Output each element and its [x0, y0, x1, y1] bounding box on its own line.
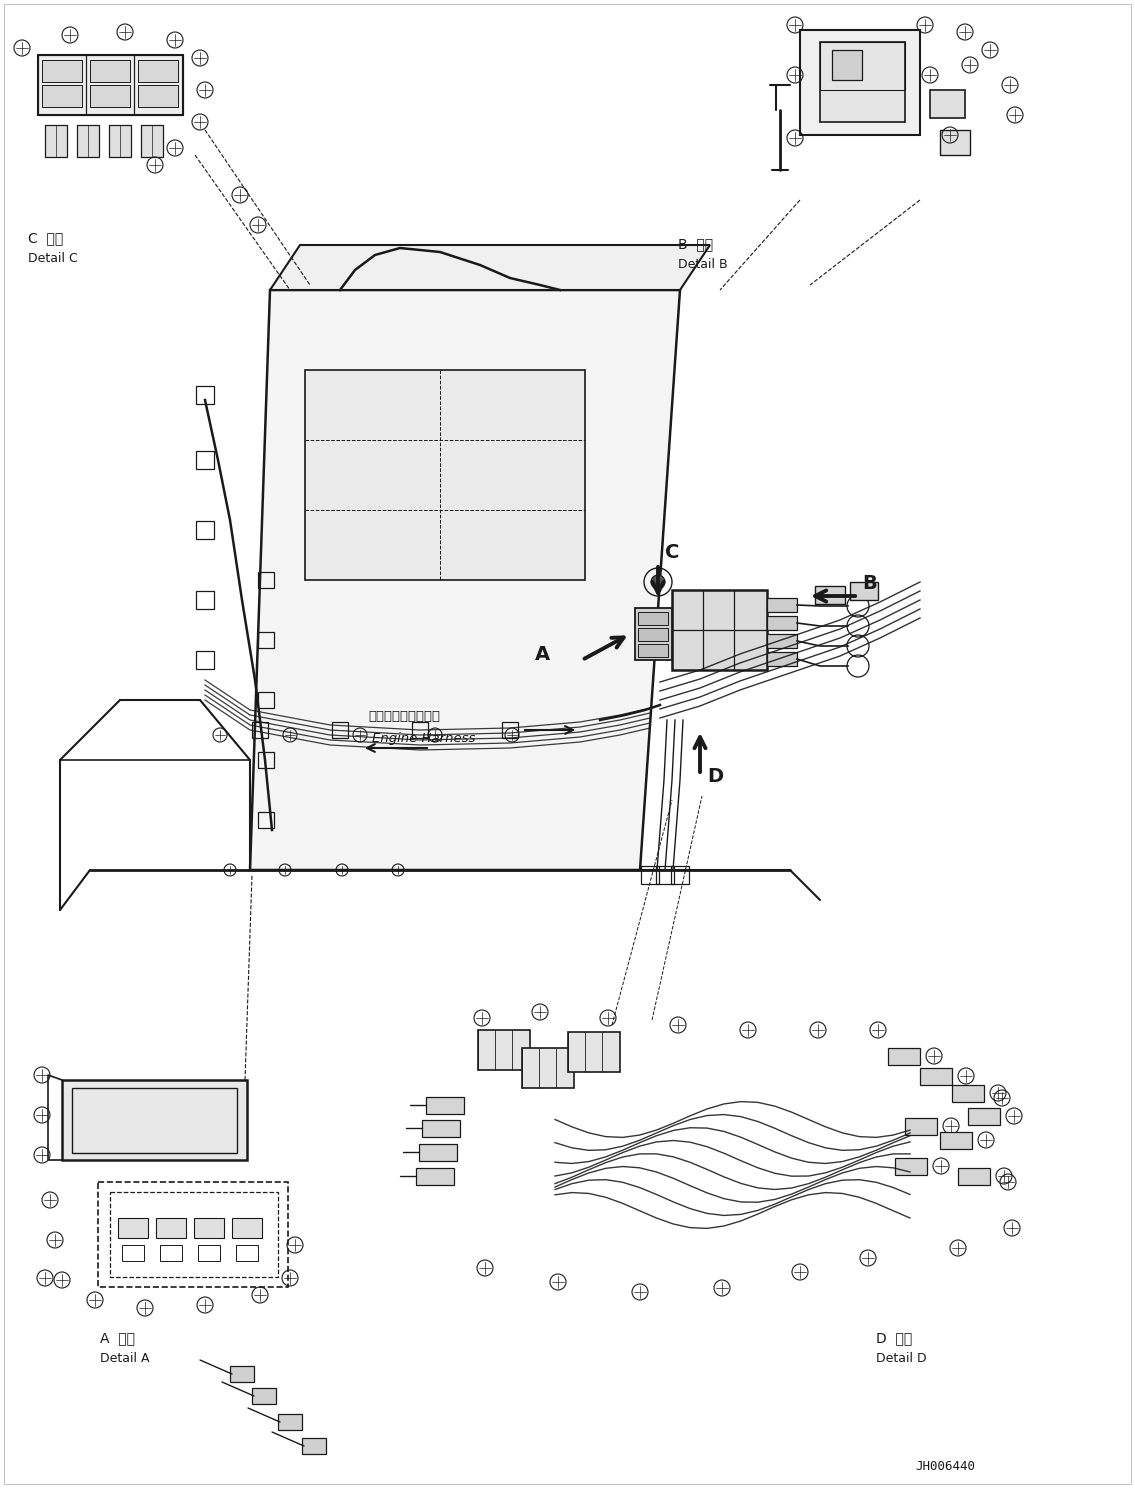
Bar [42, 60, 82, 82]
Bar [568, 1033, 620, 1071]
Bar [815, 586, 844, 604]
Bar [968, 1109, 1000, 1125]
Text: Detail D: Detail D [876, 1353, 926, 1364]
Bar [905, 1117, 938, 1135]
Bar [478, 1030, 530, 1070]
Bar [952, 1085, 984, 1103]
Bar [638, 612, 669, 625]
Bar [138, 85, 178, 107]
Text: エンジンハーネスへ: エンジンハーネスへ [368, 710, 440, 723]
Bar [258, 692, 274, 708]
Bar [90, 60, 131, 82]
Bar [800, 30, 920, 135]
Bar [98, 1181, 288, 1287]
Text: Engine Harness: Engine Harness [372, 732, 476, 745]
Bar [819, 42, 905, 89]
Bar [197, 1245, 220, 1260]
Bar [305, 371, 585, 580]
Bar [502, 722, 518, 738]
Bar [72, 1088, 237, 1153]
Bar [90, 85, 131, 107]
Text: JH006440: JH006440 [915, 1460, 975, 1473]
Bar [196, 652, 215, 670]
Bar [160, 1245, 182, 1260]
Bar [138, 60, 178, 82]
Text: D  詳細: D 詳細 [876, 1330, 913, 1345]
Bar [767, 598, 797, 612]
Bar [141, 125, 163, 158]
Text: B: B [861, 574, 876, 594]
Bar [37, 55, 183, 115]
Bar [767, 616, 797, 629]
Bar [118, 1219, 148, 1238]
Bar [110, 1192, 278, 1277]
Bar [258, 812, 274, 827]
Bar [333, 722, 348, 738]
Text: D: D [707, 766, 723, 786]
Text: Detail B: Detail B [678, 257, 728, 271]
Bar [45, 125, 67, 158]
Bar [850, 582, 878, 600]
Bar [252, 1388, 276, 1405]
Bar [422, 1120, 460, 1137]
Bar [196, 591, 215, 609]
Text: B  詳細: B 詳細 [678, 237, 713, 251]
Bar [86, 55, 134, 115]
Bar [672, 591, 767, 670]
Bar [258, 751, 274, 768]
Text: C  詳細: C 詳細 [28, 231, 64, 246]
Bar [258, 632, 274, 647]
Text: Detail A: Detail A [100, 1353, 150, 1364]
Bar [194, 1219, 224, 1238]
Text: C: C [665, 543, 680, 562]
Bar [819, 42, 905, 122]
Polygon shape [250, 290, 680, 870]
Bar [155, 1219, 186, 1238]
Bar [302, 1437, 326, 1454]
Circle shape [651, 574, 665, 589]
Bar [42, 85, 82, 107]
Bar [37, 55, 86, 115]
Bar [940, 129, 970, 155]
Bar [426, 1097, 464, 1115]
Bar [196, 451, 215, 469]
Bar [767, 652, 797, 667]
Bar [134, 55, 183, 115]
Bar [109, 125, 131, 158]
Bar [656, 866, 674, 884]
Bar [920, 1068, 952, 1085]
Bar [419, 1144, 457, 1161]
Bar [278, 1414, 302, 1430]
Bar [62, 1080, 247, 1161]
Polygon shape [270, 246, 711, 290]
Text: Detail C: Detail C [28, 251, 78, 265]
Bar [121, 1245, 144, 1260]
Bar [230, 1366, 254, 1382]
Bar [412, 722, 428, 738]
Bar [232, 1219, 262, 1238]
Bar [888, 1048, 920, 1065]
Bar [196, 521, 215, 539]
Bar [638, 628, 669, 641]
Bar [896, 1158, 927, 1176]
Bar [671, 866, 689, 884]
Bar [958, 1168, 990, 1184]
Bar [638, 644, 669, 658]
Bar [77, 125, 99, 158]
Bar [417, 1168, 454, 1184]
Bar [767, 634, 797, 647]
Bar [522, 1048, 574, 1088]
Bar [236, 1245, 258, 1260]
Bar [258, 571, 274, 588]
Bar [634, 609, 672, 661]
Bar [930, 89, 965, 118]
Bar [832, 51, 861, 80]
Bar [252, 722, 268, 738]
Text: A  詳細: A 詳細 [100, 1330, 135, 1345]
Bar [641, 866, 659, 884]
Bar [940, 1132, 972, 1149]
Text: A: A [535, 644, 550, 664]
Bar [196, 385, 215, 405]
